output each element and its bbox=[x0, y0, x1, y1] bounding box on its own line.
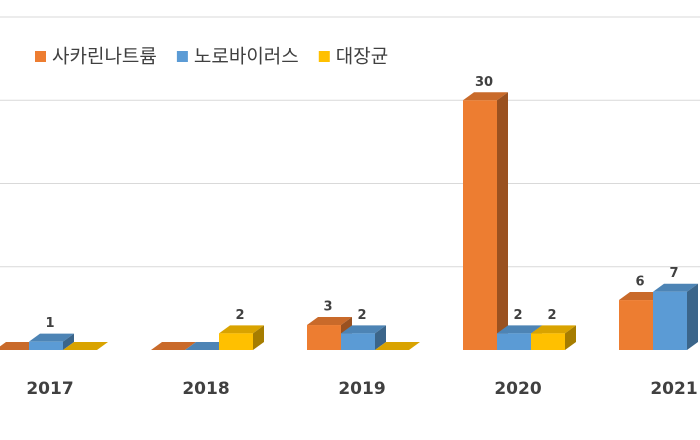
bar bbox=[185, 342, 230, 350]
data-label: 6 bbox=[635, 275, 644, 290]
legend-swatch bbox=[318, 51, 330, 62]
data-label: 7 bbox=[669, 266, 678, 281]
data-label: 1 bbox=[45, 316, 54, 331]
x-tick-label: 2019 bbox=[338, 379, 385, 399]
data-label: 2 bbox=[357, 308, 366, 323]
data-label: 2 bbox=[547, 308, 556, 323]
bar bbox=[375, 342, 420, 350]
legend-label: 노로바이러스 bbox=[194, 46, 299, 68]
bar bbox=[653, 283, 698, 350]
bar bbox=[219, 325, 264, 350]
bar bbox=[463, 92, 508, 350]
legend-swatch bbox=[176, 51, 188, 62]
legend-swatch bbox=[35, 51, 46, 62]
x-tick-label: 2020 bbox=[494, 379, 541, 399]
data-label: 2 bbox=[235, 308, 244, 323]
legend-label: 대장균 bbox=[336, 46, 388, 68]
x-tick-label: 2018 bbox=[182, 379, 229, 399]
data-label: 2 bbox=[513, 308, 522, 323]
x-tick-label: 2017 bbox=[26, 379, 73, 399]
data-label: 30 bbox=[475, 75, 493, 90]
bar bbox=[29, 333, 74, 350]
bar bbox=[341, 325, 386, 350]
legend-label: 사카린나트륨 bbox=[52, 46, 157, 68]
bar bbox=[531, 325, 576, 350]
x-tick-label: 2021 bbox=[650, 379, 697, 399]
bar bbox=[63, 342, 108, 350]
bar bbox=[151, 342, 196, 350]
data-label: 3 bbox=[323, 300, 332, 315]
